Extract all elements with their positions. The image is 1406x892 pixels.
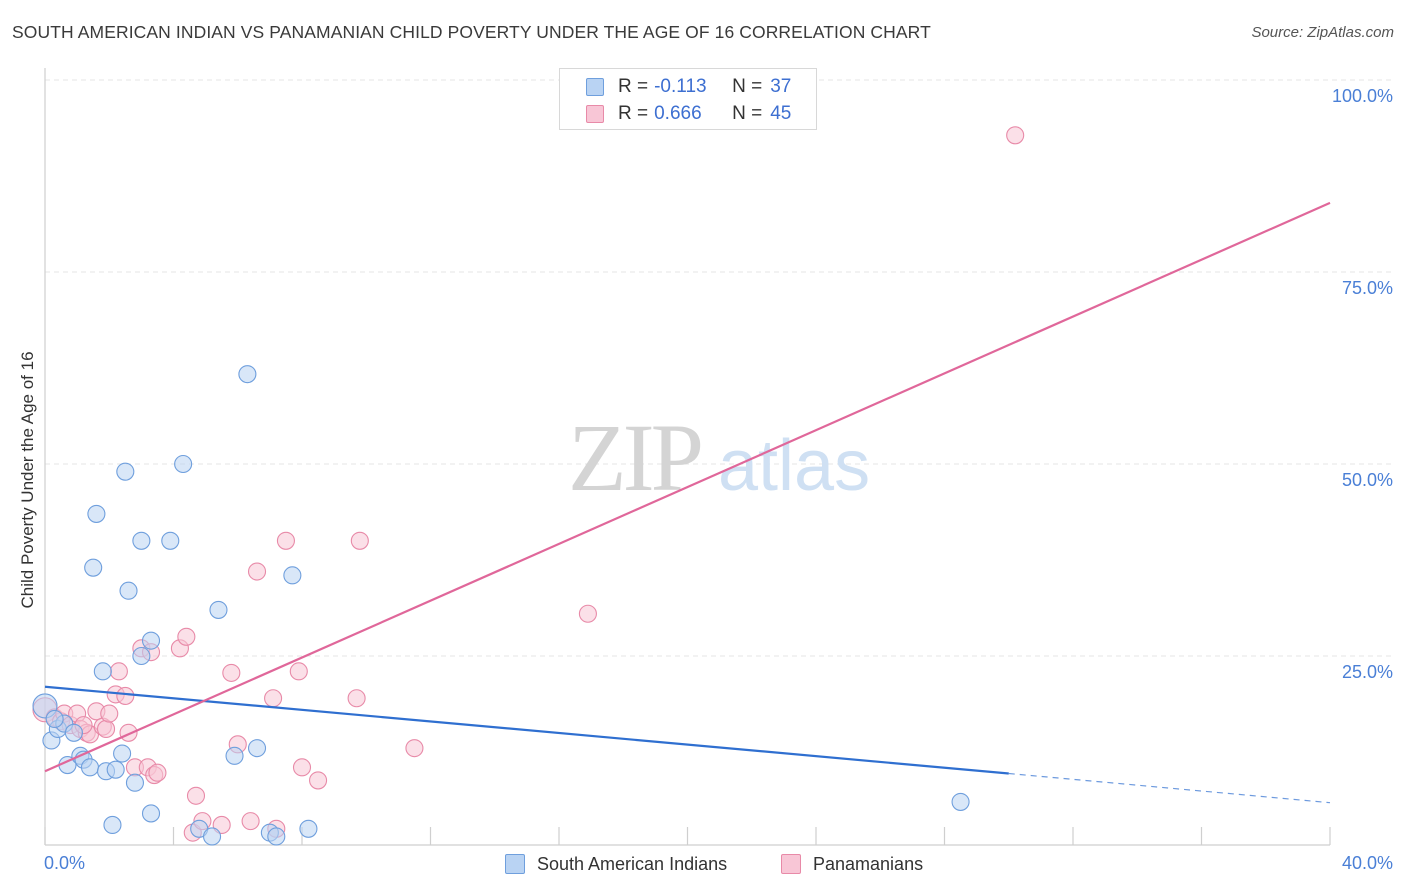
- point-south-american-indians-14: [106, 760, 125, 779]
- point-south-american-indians-35: [951, 792, 970, 811]
- point-south-american-indians-16: [116, 462, 135, 481]
- series-legend-panamanians[interactable]: Panamanians: [781, 852, 923, 876]
- point-south-american-indians-27: [209, 600, 228, 619]
- point-south-american-indians-34: [299, 819, 318, 838]
- point-south-american-indians-8: [80, 758, 100, 777]
- point-panamanians-15: [116, 686, 135, 705]
- watermark-zip: ZIP: [568, 404, 701, 511]
- trend-lines: [44, 201, 1331, 804]
- point-panamanians-42: [578, 604, 597, 623]
- point-south-american-indians-36: [45, 709, 64, 729]
- point-panamanians-22: [148, 763, 167, 782]
- point-panamanians-40: [350, 531, 369, 550]
- y-tick-label-100: 100.0%: [1332, 86, 1393, 106]
- point-panamanians-11: [96, 719, 116, 739]
- point-south-american-indians-15: [113, 744, 132, 763]
- y-tick-label-25: 25.0%: [1342, 662, 1393, 682]
- y-tick-label-50: 50.0%: [1342, 470, 1393, 490]
- point-panamanians-35: [276, 531, 295, 550]
- series-legend-south-american-indians[interactable]: South American Indians: [505, 852, 727, 876]
- point-south-american-indians-17: [119, 581, 138, 600]
- point-south-american-indians-18: [125, 773, 144, 792]
- legend-row-panamanians: R = 0.666 N = 45: [586, 102, 791, 126]
- point-south-american-indians-21: [141, 804, 161, 823]
- point-panamanians-14: [109, 662, 128, 681]
- panamanians-points: [32, 126, 1025, 842]
- point-south-american-indians-30: [247, 739, 267, 758]
- point-south-american-indians-13: [103, 815, 122, 835]
- chart-title: SOUTH AMERICAN INDIAN VS PANAMANIAN CHIL…: [12, 22, 931, 42]
- point-panamanians-37: [292, 758, 312, 777]
- point-panamanians-33: [264, 689, 283, 708]
- point-panamanians-12: [100, 704, 119, 723]
- point-south-american-indians-32: [267, 827, 286, 846]
- point-panamanians-32: [247, 562, 267, 581]
- trend-line-south-american-indians-extension: [1008, 772, 1331, 804]
- point-south-american-indians-11: [93, 662, 112, 681]
- legend-row-south-american-indians: R = -0.113 N = 37: [586, 75, 791, 99]
- legend-r-value-blue: -0.113: [654, 76, 707, 97]
- point-south-american-indians-33: [283, 566, 302, 585]
- point-panamanians-31: [241, 812, 260, 831]
- point-panamanians-26: [186, 786, 206, 805]
- point-south-american-indians-20: [132, 646, 151, 666]
- trend-line-panamanians: [44, 201, 1331, 773]
- y-tick-label-75: 75.0%: [1342, 278, 1393, 298]
- watermark: ZIP atlas: [568, 404, 870, 511]
- point-south-american-indians-19: [132, 531, 151, 550]
- legend-n-value-blue: 37: [770, 76, 792, 97]
- point-panamanians-41: [405, 739, 424, 758]
- point-south-american-indians-29: [238, 365, 257, 384]
- legend-n-label: N =: [732, 76, 763, 97]
- point-panamanians-36: [289, 662, 308, 681]
- watermark-atlas: atlas: [718, 426, 870, 506]
- legend-r-label: R =: [618, 103, 649, 124]
- point-south-american-indians-23: [161, 531, 180, 550]
- x-tick-label-0: 0.0%: [44, 853, 85, 873]
- series-swatch-blue: [505, 854, 525, 874]
- legend-swatch-blue: [586, 78, 604, 96]
- point-panamanians-43: [1006, 126, 1025, 145]
- point-panamanians-24: [177, 627, 196, 646]
- tick-labels: 25.0% 50.0% 75.0% 100.0% 0.0% 40.0%: [44, 86, 1393, 873]
- point-south-american-indians-26: [203, 827, 222, 846]
- point-south-american-indians-10: [84, 558, 103, 577]
- legend-r-label: R =: [618, 76, 649, 97]
- point-south-american-indians-24: [174, 454, 193, 474]
- point-panamanians-29: [222, 663, 241, 682]
- series-swatch-pink: [781, 854, 801, 874]
- point-panamanians-38: [309, 771, 328, 790]
- point-south-american-indians-28: [225, 746, 244, 765]
- point-south-american-indians-9: [87, 504, 106, 523]
- legend-n-label: N =: [732, 103, 763, 124]
- legend-swatch-pink: [586, 105, 604, 123]
- series-label-south-american-indians: South American Indians: [537, 853, 728, 874]
- trend-line-south-american-indians: [44, 685, 1009, 775]
- point-south-american-indians-5: [64, 723, 83, 742]
- point-panamanians-39: [347, 689, 366, 708]
- x-tick-label-40: 40.0%: [1342, 853, 1393, 873]
- series-label-panamanians: Panamanians: [813, 853, 924, 874]
- legend-r-value-pink: 0.666: [654, 103, 702, 124]
- source-credit: Source: ZipAtlas.com: [1251, 24, 1394, 41]
- point-south-american-indians-22: [141, 631, 161, 650]
- correlation-legend: R = -0.113 N = 37 R = 0.666 N = 45: [559, 68, 817, 130]
- legend-n-value-pink: 45: [770, 103, 792, 124]
